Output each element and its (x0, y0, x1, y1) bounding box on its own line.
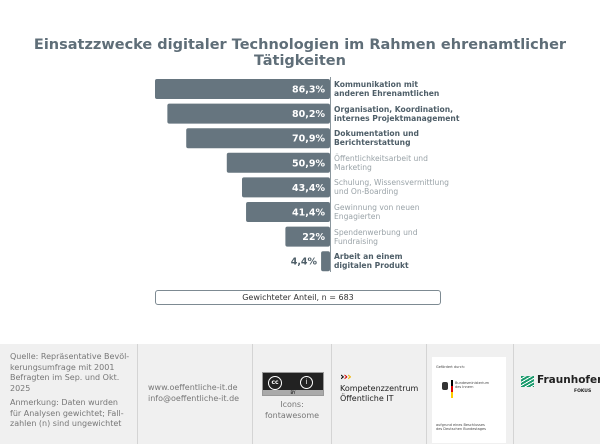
kompetenz-chevrons-icon: ››› (340, 370, 352, 383)
chart-title: Einsatzzwecke digitaler Technologien im … (33, 37, 567, 69)
bar (155, 79, 330, 99)
value-label: 22% (302, 232, 325, 243)
value-label: 86,3% (292, 85, 325, 96)
bar (241, 177, 330, 198)
bar (246, 202, 330, 222)
footer: Quelle: Repräsentative Bevöl-kerungsumfr… (0, 344, 600, 444)
category-label: Kommunikation mit anderen Ehrenamtlichen (334, 80, 440, 98)
value-label: 43,4% (292, 183, 325, 194)
category-label: Spendenwerbung und Fundraising (334, 227, 418, 246)
category-label: Dokumentation und Berichterstattung (334, 129, 419, 148)
sample-size-note: Gewichteter Anteil, n = 683 (155, 290, 441, 305)
bar (285, 226, 330, 247)
value-label: 70,9% (292, 134, 325, 145)
value-label: 4,4% (291, 257, 318, 268)
fraunhofer-logo: Fraunhofer (537, 374, 600, 386)
cc-by-license-icon: cc i BY (262, 372, 324, 396)
icons-credit: Icons: fontawesome (264, 400, 320, 420)
category-label: Arbeit an einem digitalen Produkt (334, 252, 409, 271)
bar-chart: 86,3% 80,2% 70,9% 50,9% 43,4% 41,4% 22% 4,4% (155, 77, 331, 272)
fokus-label: FOKUS (574, 389, 592, 394)
category-label: Organisation, Koordination, internes Proj… (334, 104, 460, 123)
value-label: 50,9% (292, 158, 325, 169)
bar (321, 251, 330, 272)
category-label: Schulung, Wissensvermittlung und On-Board… (334, 178, 449, 197)
value-label: 80,2% (292, 109, 325, 120)
bmi-logo: Gefördert durch: Bundesministerium des In… (432, 357, 506, 443)
category-label: Öffentlichkeitsarbeit und Marketing (334, 153, 428, 172)
fraunhofer-icon (521, 376, 534, 387)
category-label: Gewinnung von neuen Engagierten (334, 203, 420, 221)
source-text: Quelle: Repräsentative Bevöl-kerungsumfr… (10, 352, 130, 428)
bar (167, 103, 330, 124)
kompetenzzentrum-logo: Kompetenzzentrum Öffentliche IT (340, 384, 419, 403)
bar (226, 152, 330, 173)
value-label: 41,4% (292, 208, 325, 219)
email-link[interactable]: info@oeffentliche-it.de (148, 394, 240, 403)
website-link[interactable]: www.oeffentliche-it.de (148, 383, 238, 392)
bar (186, 128, 330, 149)
